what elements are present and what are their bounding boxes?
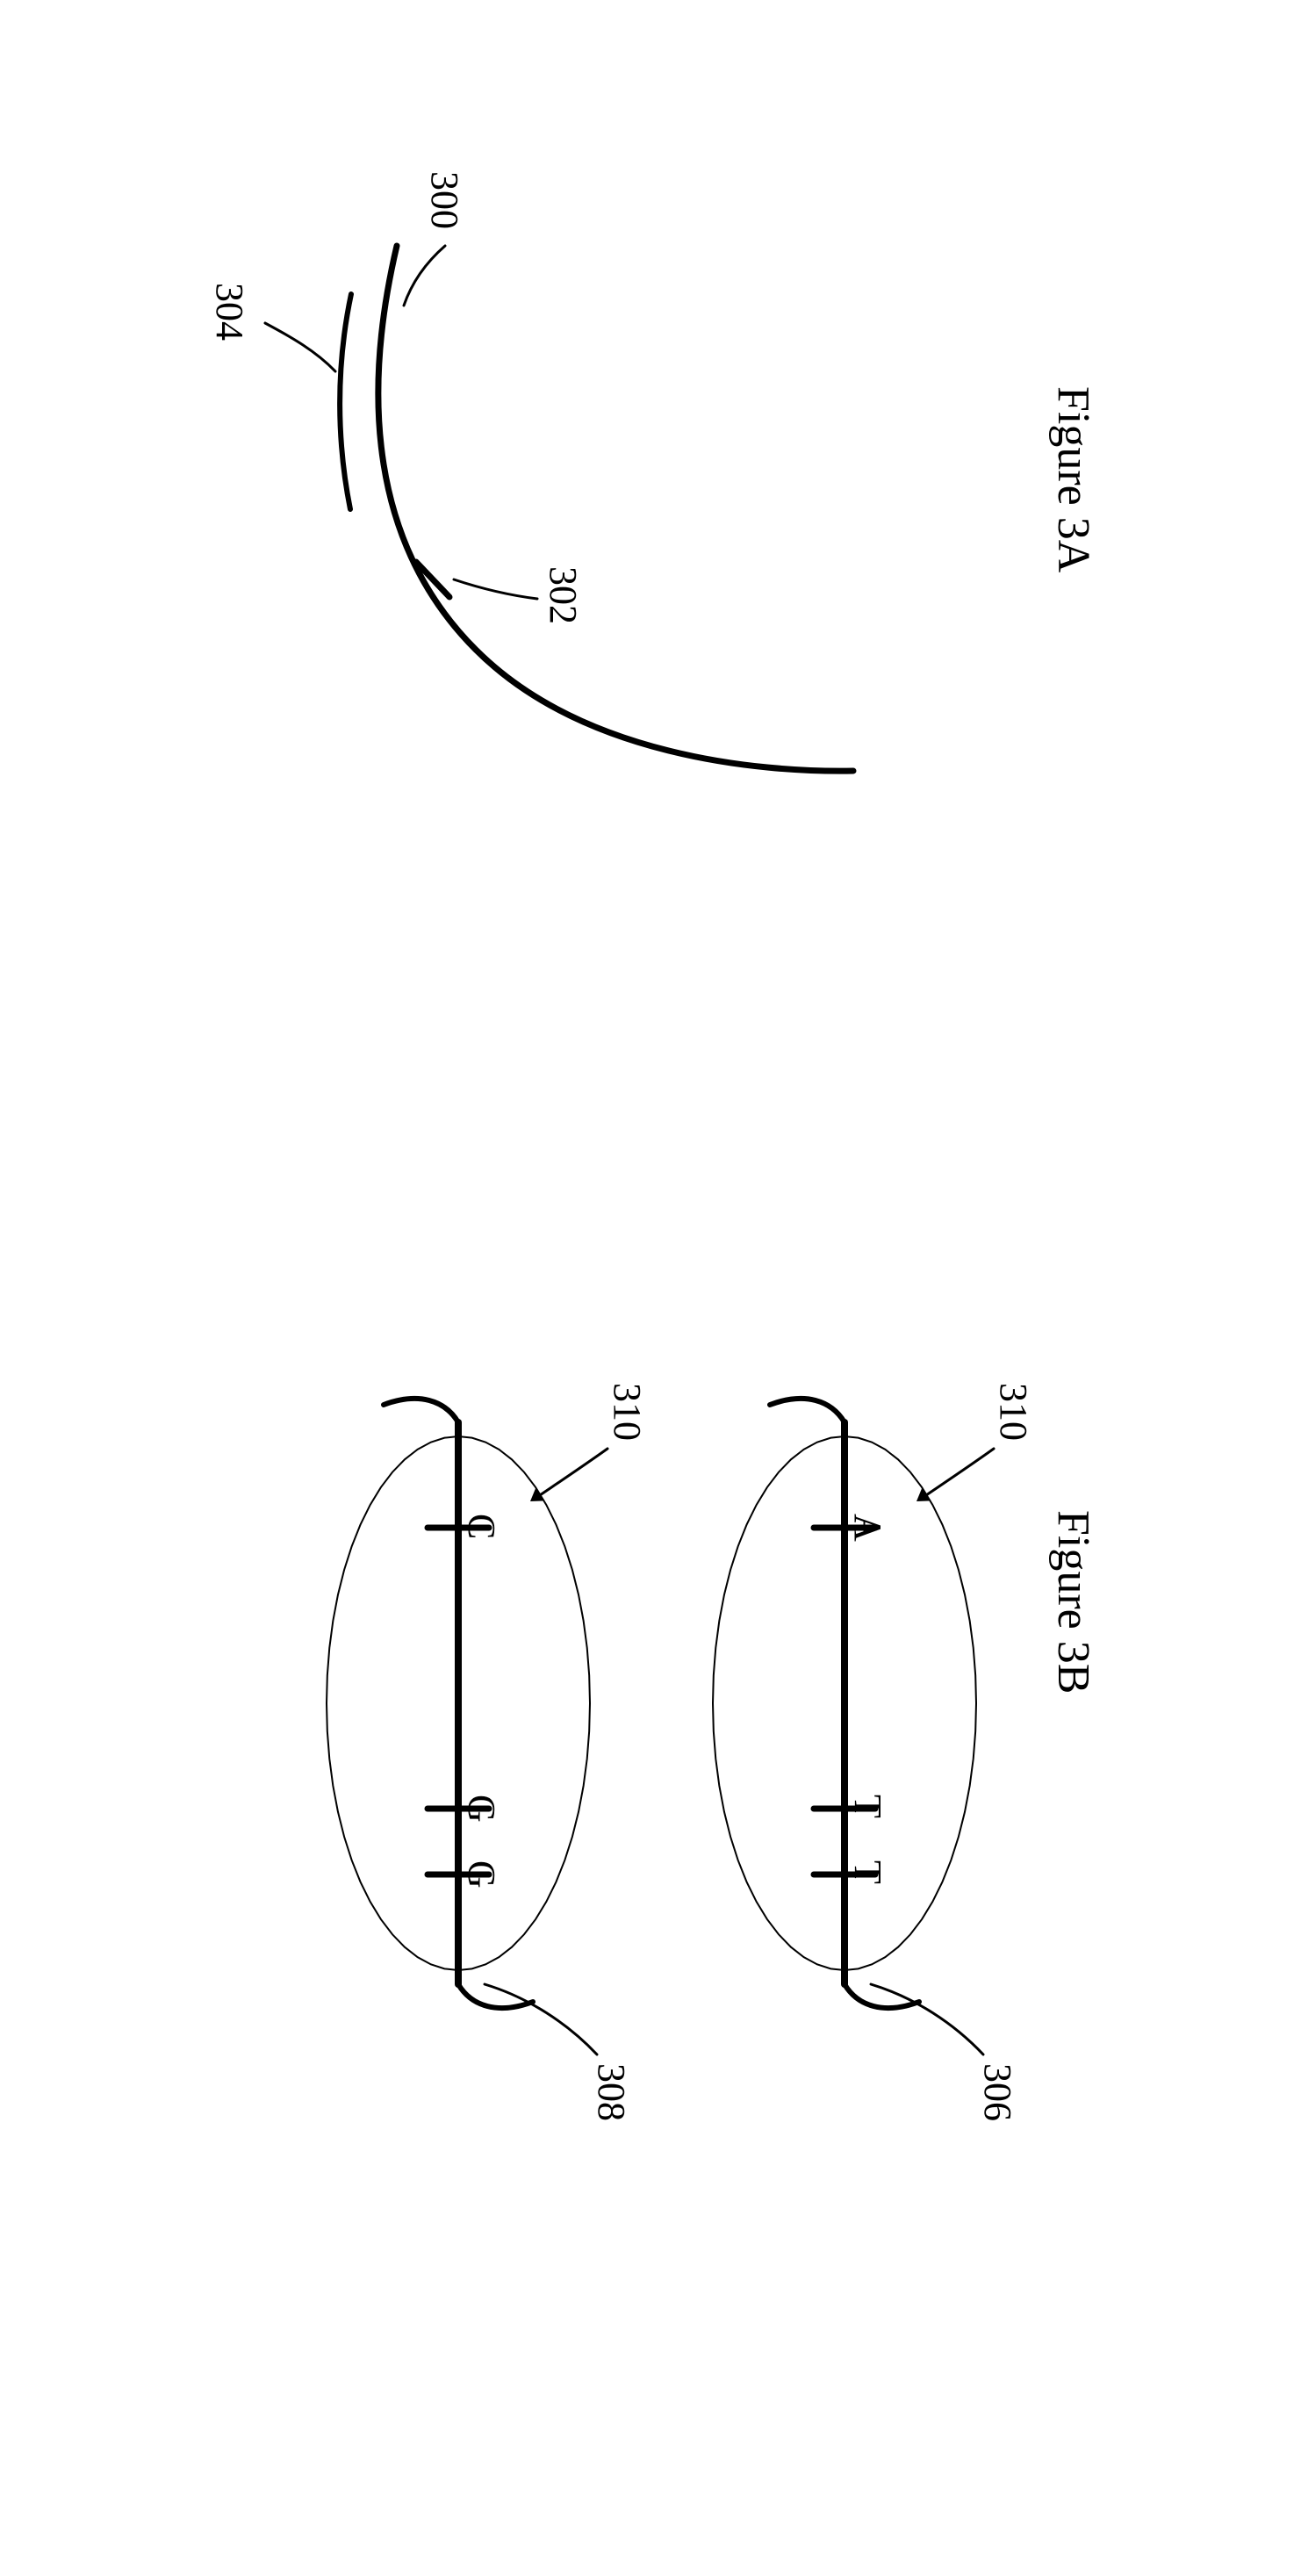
ref-310b-label-leader <box>537 1449 607 1497</box>
base-308-1: G <box>459 1795 504 1823</box>
figure-3b-title: Figure 3B <box>1047 1510 1099 1694</box>
base-306-1: T <box>845 1795 890 1818</box>
ref-310a-label-leader <box>924 1449 994 1497</box>
base-308-0: C <box>459 1514 504 1539</box>
diagram-stage: Figure 3A Figure 3B 300 302 304 306 310 … <box>0 0 1301 2576</box>
base-306-0: A <box>845 1514 890 1542</box>
ref-300-label: 300 <box>422 171 467 229</box>
ref-304-label: 304 <box>207 283 252 341</box>
ref-306-label: 306 <box>975 2063 1020 2121</box>
ref-308-label-leader <box>485 1984 597 2054</box>
figA-ref300-leader <box>404 246 445 306</box>
base-308-2: G <box>459 1860 504 1889</box>
figA-ref304-leader <box>265 323 335 371</box>
figA-backbone <box>378 246 853 771</box>
base-306-2: T <box>845 1860 890 1884</box>
svg-layer <box>0 0 1301 2576</box>
ref-310a-label: 310 <box>991 1383 1036 1441</box>
figB-frag-306-tail-left <box>770 1399 845 1422</box>
ref-310b-label: 310 <box>605 1383 650 1441</box>
ref-302-label: 302 <box>541 566 586 624</box>
ref-308-label: 308 <box>589 2063 634 2121</box>
figA-primer-304 <box>340 294 351 509</box>
figure-3a-title: Figure 3A <box>1047 386 1099 572</box>
figA-ref302-leader <box>454 579 537 599</box>
ref-306-label-leader <box>871 1984 983 2054</box>
figB-frag-308-tail-left <box>384 1399 458 1422</box>
